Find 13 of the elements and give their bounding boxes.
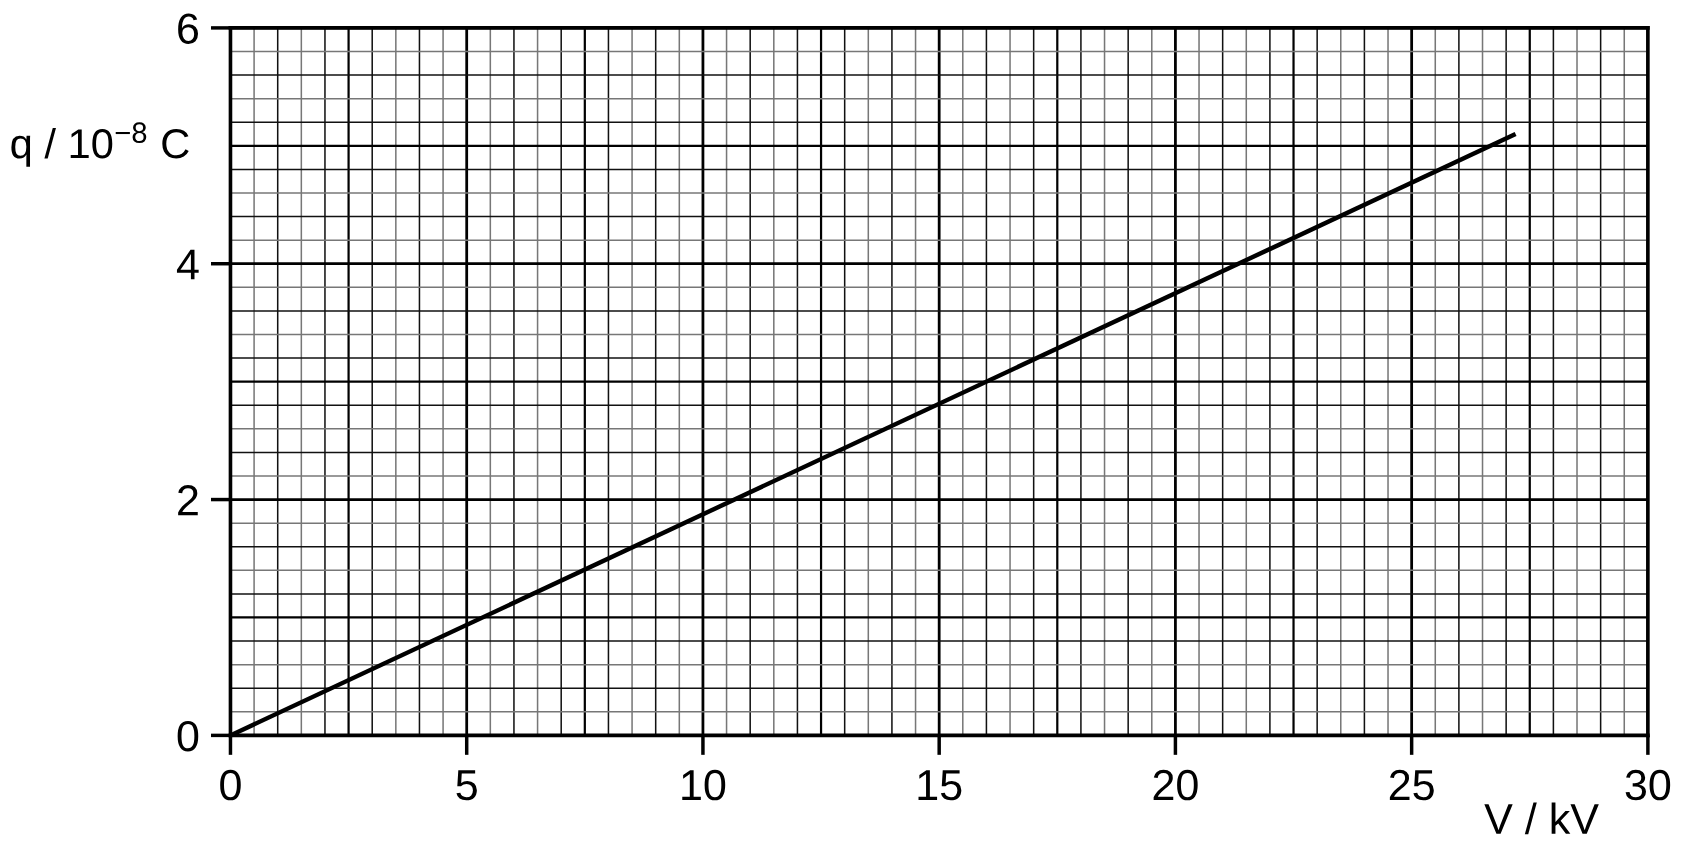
x-tick-label: 30	[1625, 769, 1671, 801]
x-tick-label: 5	[456, 770, 477, 801]
y-axis-title: q / 10$^{−8}$ C	[11, 122, 189, 167]
x-tick-label: 10	[682, 769, 726, 801]
x-axis-title: V / kV	[1484, 802, 1599, 835]
y-tick-label: 0	[177, 720, 199, 752]
x-tick-label: 20	[1153, 769, 1198, 801]
y-tick-label: 6	[178, 13, 199, 44]
y-tick-label: 4	[176, 249, 199, 280]
x-tick-label: 0	[220, 769, 241, 801]
x-tick-label: 15	[918, 770, 962, 801]
y-tick-label: 2	[178, 485, 198, 516]
x-tick-label: 25	[1389, 769, 1434, 801]
